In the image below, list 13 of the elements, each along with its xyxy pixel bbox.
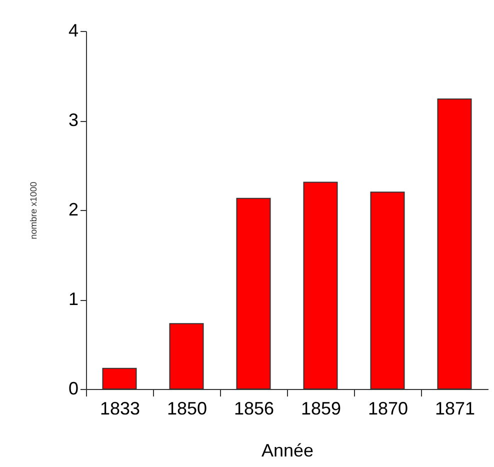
y-tick-label: 0: [68, 378, 78, 398]
x-tick-label: 1856: [234, 398, 274, 418]
x-tick-label: 1859: [300, 398, 342, 418]
x-tick-label: 1871: [434, 398, 476, 418]
y-axis-title: nombre x1000: [28, 182, 38, 240]
y-tick-label: 2: [68, 200, 78, 220]
y-tick-label: 1: [68, 289, 78, 309]
x-tick-label: 1870: [368, 398, 408, 418]
x-axis-title: Année: [261, 440, 314, 460]
x-tick-label: 1850: [166, 398, 208, 418]
x-tick-label: 1833: [100, 398, 140, 418]
y-tick-label: 3: [68, 110, 78, 130]
y-tick-label: 4: [68, 20, 78, 40]
